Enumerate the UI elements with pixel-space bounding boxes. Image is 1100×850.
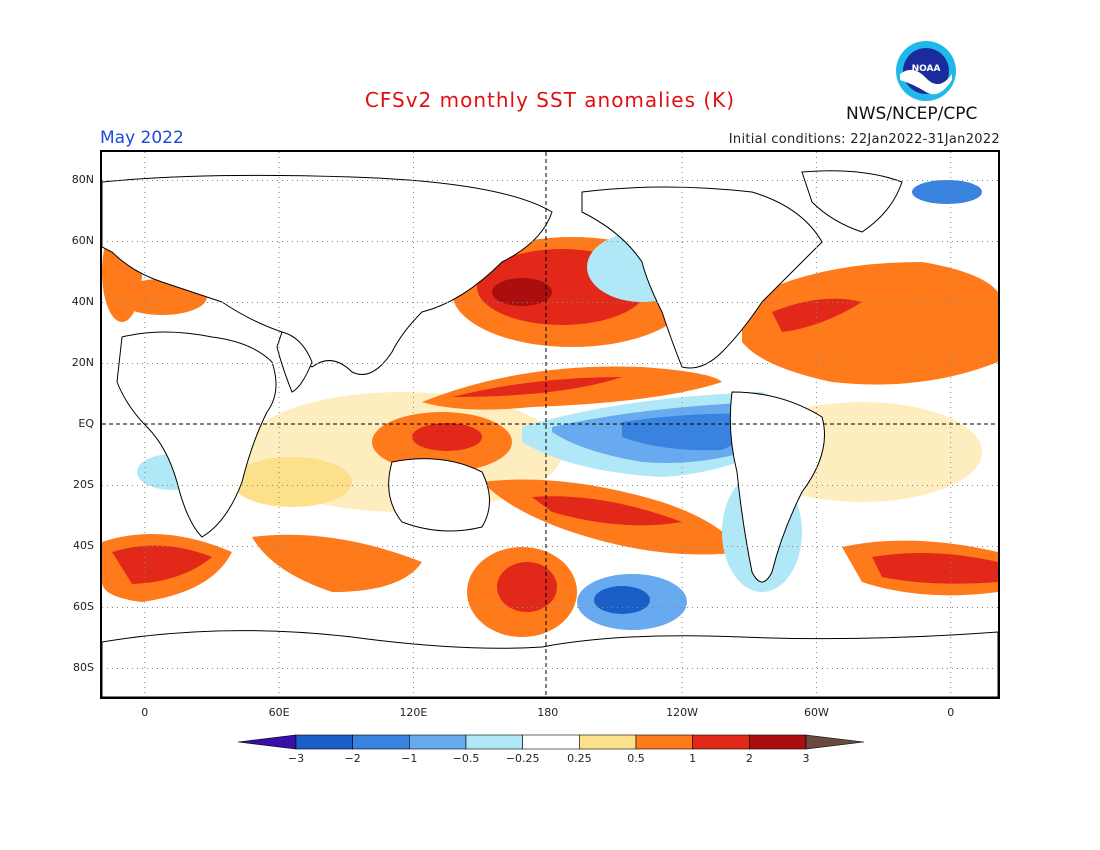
lat-tick-label: EQ	[78, 416, 94, 430]
lat-tick-label: 80S	[73, 660, 94, 674]
legend-swatch	[295, 734, 353, 750]
map-canvas	[102, 152, 998, 697]
valid-month-label: May 2022	[100, 128, 184, 148]
agency-label: NWS/NCEP/CPC	[846, 104, 978, 124]
legend-lower-extend	[238, 734, 297, 750]
legend-upper-extend	[805, 734, 864, 750]
legend-tick-label: −2	[344, 752, 361, 765]
lat-tick-label: 60S	[73, 599, 94, 613]
legend-tick-label: −0.25	[505, 752, 540, 765]
lon-tick-label: 0	[141, 706, 149, 719]
legend-tick-label: 1	[689, 752, 697, 765]
legend-tick-label: 2	[745, 752, 753, 765]
lon-tick-label: 120W	[666, 706, 699, 719]
color-legend	[238, 734, 864, 750]
lon-tick-label: 120E	[399, 706, 428, 719]
legend-tick-label: 0.5	[627, 752, 645, 765]
lon-tick-label: 60E	[268, 706, 290, 719]
legend-tick-label: −1	[401, 752, 418, 765]
legend-tick-label: 3	[802, 752, 810, 765]
legend-tick-label: −0.5	[452, 752, 480, 765]
legend-tick-label: −3	[287, 752, 305, 765]
lon-tick-label: 60W	[803, 706, 829, 719]
initial-conditions-label: Initial conditions: 22Jan2022-31Jan2022	[728, 132, 1000, 147]
lat-tick-label: 20N	[71, 355, 94, 369]
continent-outlines	[102, 170, 998, 697]
sst-anomaly-map	[100, 150, 1000, 699]
lon-tick-label: 0	[947, 706, 955, 719]
lat-tick-label: 40N	[71, 294, 94, 308]
legend-swatch	[465, 734, 523, 750]
lat-tick-label: 60N	[71, 233, 94, 247]
lon-tick-label: 180	[537, 706, 559, 719]
legend-swatch	[749, 734, 807, 750]
legend-swatch	[579, 734, 637, 750]
noaa-logo-icon: NOAA	[896, 41, 956, 101]
legend-swatch	[352, 734, 410, 750]
legend-tick-label: 0.25	[567, 752, 592, 765]
page-title: CFSv2 monthly SST anomalies (K)	[364, 88, 736, 112]
lat-tick-label: 40S	[73, 538, 94, 552]
grid-lines	[102, 152, 998, 697]
legend-swatch	[635, 734, 693, 750]
lat-tick-label: 80N	[71, 172, 94, 186]
logo-text: NOAA	[912, 64, 941, 74]
legend-swatch	[409, 734, 467, 750]
legend-swatch	[692, 734, 750, 750]
lat-tick-label: 20S	[73, 477, 94, 491]
legend-swatch	[522, 734, 580, 750]
